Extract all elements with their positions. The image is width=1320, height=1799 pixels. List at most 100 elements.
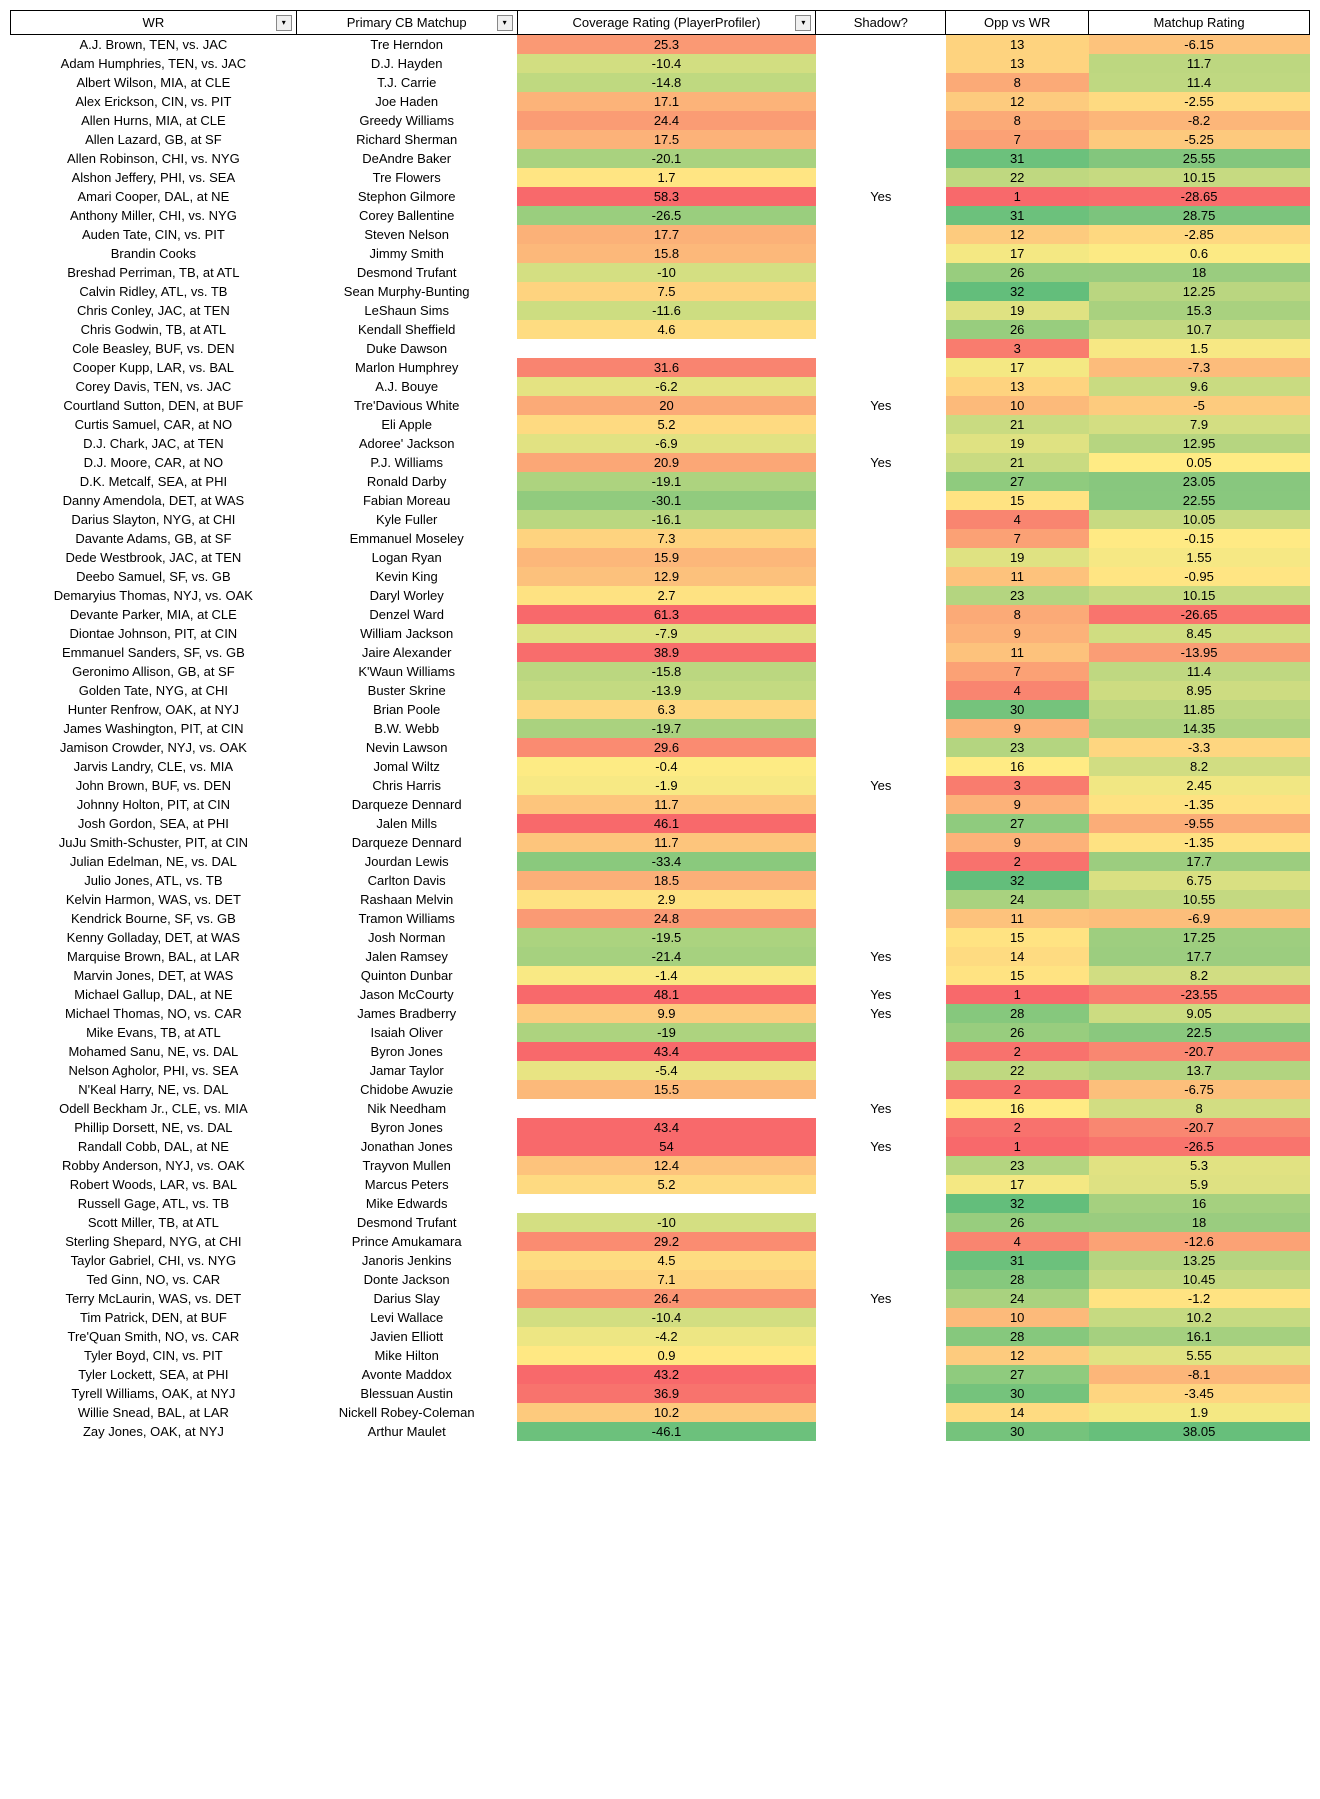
table-row: Curtis Samuel, CAR, at NOEli Apple5.2217… — [11, 415, 1310, 434]
cell-opp: 14 — [946, 1403, 1089, 1422]
cell-shadow — [816, 491, 946, 510]
filter-icon[interactable]: ▾ — [276, 15, 292, 31]
cell-cb: Jaire Alexander — [296, 643, 517, 662]
filter-icon[interactable]: ▾ — [795, 15, 811, 31]
table-row: Hunter Renfrow, OAK, at NYJBrian Poole6.… — [11, 700, 1310, 719]
cell-coverage: 38.9 — [517, 643, 816, 662]
header-mr[interactable]: Matchup Rating — [1089, 11, 1310, 35]
table-row: Emmanuel Sanders, SF, vs. GBJaire Alexan… — [11, 643, 1310, 662]
cell-coverage: -6.2 — [517, 377, 816, 396]
cell-cb: Darqueze Dennard — [296, 833, 517, 852]
table-row: Josh Gordon, SEA, at PHIJalen Mills46.12… — [11, 814, 1310, 833]
table-row: Mike Evans, TB, at ATLIsaiah Oliver-1926… — [11, 1023, 1310, 1042]
cell-matchup-rating: 5.9 — [1089, 1175, 1310, 1194]
filter-icon[interactable]: ▾ — [497, 15, 513, 31]
cell-shadow — [816, 339, 946, 358]
cell-cb: Desmond Trufant — [296, 263, 517, 282]
table-row: Jamison Crowder, NYJ, vs. OAKNevin Lawso… — [11, 738, 1310, 757]
cell-matchup-rating: 18 — [1089, 263, 1310, 282]
cell-opp: 19 — [946, 548, 1089, 567]
cell-matchup-rating: -8.2 — [1089, 111, 1310, 130]
cell-coverage: 24.8 — [517, 909, 816, 928]
cell-wr: Kelvin Harmon, WAS, vs. DET — [11, 890, 297, 909]
cell-shadow — [816, 1118, 946, 1137]
table-row: Tyler Lockett, SEA, at PHIAvonte Maddox4… — [11, 1365, 1310, 1384]
cell-wr: Albert Wilson, MIA, at CLE — [11, 73, 297, 92]
cell-shadow — [816, 1346, 946, 1365]
cell-cb: Greedy Williams — [296, 111, 517, 130]
cell-shadow — [816, 510, 946, 529]
cell-shadow — [816, 1422, 946, 1441]
cell-coverage: -0.4 — [517, 757, 816, 776]
cell-shadow — [816, 852, 946, 871]
cell-cb: James Bradberry — [296, 1004, 517, 1023]
cell-wr: James Washington, PIT, at CIN — [11, 719, 297, 738]
cell-cb: Stephon Gilmore — [296, 187, 517, 206]
header-shadow[interactable]: Shadow? — [816, 11, 946, 35]
cell-opp: 8 — [946, 111, 1089, 130]
table-row: Marquise Brown, BAL, at LARJalen Ramsey-… — [11, 947, 1310, 966]
cell-matchup-rating: 8 — [1089, 1099, 1310, 1118]
cell-matchup-rating: -26.65 — [1089, 605, 1310, 624]
header-opp-label: Opp vs WR — [984, 15, 1050, 30]
cell-matchup-rating: 18 — [1089, 1213, 1310, 1232]
table-row: Chris Conley, JAC, at TENLeShaun Sims-11… — [11, 301, 1310, 320]
table-row: N'Keal Harry, NE, vs. DALChidobe Awuzie1… — [11, 1080, 1310, 1099]
cell-opp: 12 — [946, 1346, 1089, 1365]
header-cb[interactable]: Primary CB Matchup ▾ — [296, 11, 517, 35]
cell-matchup-rating: 1.9 — [1089, 1403, 1310, 1422]
cell-matchup-rating: 22.55 — [1089, 491, 1310, 510]
header-opp[interactable]: Opp vs WR — [946, 11, 1089, 35]
cell-shadow: Yes — [816, 776, 946, 795]
header-wr[interactable]: WR ▾ — [11, 11, 297, 35]
cell-wr: D.J. Moore, CAR, at NO — [11, 453, 297, 472]
cell-matchup-rating: -2.55 — [1089, 92, 1310, 111]
cell-shadow — [816, 624, 946, 643]
cell-coverage: 7.1 — [517, 1270, 816, 1289]
cell-wr: Johnny Holton, PIT, at CIN — [11, 795, 297, 814]
cell-opp: 11 — [946, 643, 1089, 662]
cell-wr: JuJu Smith-Schuster, PIT, at CIN — [11, 833, 297, 852]
cell-shadow — [816, 1270, 946, 1289]
cell-coverage: 36.9 — [517, 1384, 816, 1403]
cell-shadow — [816, 871, 946, 890]
cell-cb: Chris Harris — [296, 776, 517, 795]
table-row: Diontae Johnson, PIT, at CINWilliam Jack… — [11, 624, 1310, 643]
cell-opp: 8 — [946, 605, 1089, 624]
table-row: Michael Gallup, DAL, at NEJason McCourty… — [11, 985, 1310, 1004]
cell-opp: 31 — [946, 1251, 1089, 1270]
cell-coverage: -10.4 — [517, 1308, 816, 1327]
cell-matchup-rating: 6.75 — [1089, 871, 1310, 890]
cell-wr: Julio Jones, ATL, vs. TB — [11, 871, 297, 890]
cell-matchup-rating: -26.5 — [1089, 1137, 1310, 1156]
header-cov[interactable]: Coverage Rating (PlayerProfiler) ▾ — [517, 11, 816, 35]
cell-coverage: -7.9 — [517, 624, 816, 643]
cell-wr: A.J. Brown, TEN, vs. JAC — [11, 35, 297, 55]
cell-matchup-rating: 13.7 — [1089, 1061, 1310, 1080]
cell-opp: 17 — [946, 1175, 1089, 1194]
cell-matchup-rating: -6.75 — [1089, 1080, 1310, 1099]
cell-opp: 26 — [946, 1213, 1089, 1232]
cell-opp: 31 — [946, 149, 1089, 168]
cell-shadow — [816, 472, 946, 491]
cell-cb: Duke Dawson — [296, 339, 517, 358]
cell-shadow — [816, 263, 946, 282]
cell-wr: Jarvis Landry, CLE, vs. MIA — [11, 757, 297, 776]
cell-cb: Darius Slay — [296, 1289, 517, 1308]
cell-shadow — [816, 1061, 946, 1080]
cell-opp: 30 — [946, 1384, 1089, 1403]
cell-shadow — [816, 1213, 946, 1232]
cell-opp: 4 — [946, 681, 1089, 700]
cell-wr: Calvin Ridley, ATL, vs. TB — [11, 282, 297, 301]
cell-cb: Donte Jackson — [296, 1270, 517, 1289]
cell-coverage: 29.6 — [517, 738, 816, 757]
cell-opp: 27 — [946, 814, 1089, 833]
cell-shadow — [816, 700, 946, 719]
cell-matchup-rating: -8.1 — [1089, 1365, 1310, 1384]
cell-wr: Odell Beckham Jr., CLE, vs. MIA — [11, 1099, 297, 1118]
table-row: Adam Humphries, TEN, vs. JACD.J. Hayden-… — [11, 54, 1310, 73]
cell-cb: Jourdan Lewis — [296, 852, 517, 871]
cell-coverage: -5.4 — [517, 1061, 816, 1080]
cell-matchup-rating: 12.25 — [1089, 282, 1310, 301]
cell-cb: Nevin Lawson — [296, 738, 517, 757]
